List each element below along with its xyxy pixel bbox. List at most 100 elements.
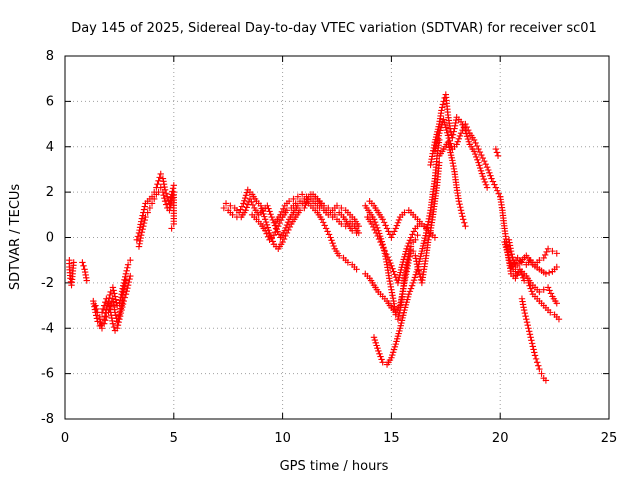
data-point-marker xyxy=(394,219,402,226)
data-point-marker xyxy=(240,200,247,207)
y-tick-label: 0 xyxy=(46,231,54,246)
data-point-marker xyxy=(476,148,484,156)
data-point-marker xyxy=(506,257,514,264)
data-point-marker xyxy=(405,291,413,298)
data-point-marker xyxy=(404,242,411,250)
data-point-marker xyxy=(389,265,396,272)
data-point-marker xyxy=(393,222,401,229)
data-point-marker xyxy=(338,204,345,212)
data-point-marker xyxy=(238,203,246,210)
data-point-marker xyxy=(159,188,167,196)
data-point-marker xyxy=(485,166,492,174)
data-point-marker xyxy=(372,229,380,237)
data-point-marker xyxy=(164,193,171,200)
data-point-marker xyxy=(406,288,414,295)
data-point-marker xyxy=(413,268,420,276)
data-point-marker xyxy=(124,281,132,289)
data-point-marker xyxy=(280,205,287,212)
data-point-marker xyxy=(121,276,128,284)
data-point-marker xyxy=(349,227,356,234)
data-point-marker xyxy=(445,134,453,142)
data-point-marker xyxy=(114,318,121,325)
data-point-marker xyxy=(368,220,376,228)
data-point-marker xyxy=(547,309,554,316)
data-point-marker xyxy=(241,194,249,202)
data-point-marker xyxy=(338,220,345,228)
data-point-marker xyxy=(98,309,106,316)
data-point-marker xyxy=(475,145,482,153)
data-point-marker xyxy=(547,290,555,297)
data-point-marker xyxy=(514,270,521,277)
y-tick-label: -2 xyxy=(41,276,54,291)
data-point-marker xyxy=(462,222,469,230)
data-point-marker xyxy=(527,334,534,341)
data-point-marker xyxy=(553,300,560,307)
tick-layer: 0 5 10 15 20 25 -8 -6 -4 -2 0 2 4 6 8 xyxy=(41,49,617,446)
data-point-marker xyxy=(333,202,341,209)
data-point-marker xyxy=(540,254,547,262)
data-point-marker xyxy=(169,188,176,195)
data-point-marker xyxy=(268,213,275,221)
data-point-marker xyxy=(372,339,379,346)
data-point-marker xyxy=(528,337,535,344)
data-point-marker xyxy=(142,213,149,221)
data-point-marker xyxy=(457,118,465,125)
data-point-marker xyxy=(161,194,168,202)
data-point-marker xyxy=(122,277,130,284)
data-point-marker xyxy=(296,207,304,214)
data-point-marker xyxy=(327,234,334,241)
data-point-marker xyxy=(237,206,244,213)
data-point-marker xyxy=(457,204,464,211)
data-point-marker xyxy=(449,131,457,138)
data-point-marker xyxy=(479,173,486,180)
data-point-marker xyxy=(376,350,383,357)
data-point-marker xyxy=(125,278,133,286)
data-point-marker xyxy=(154,180,161,188)
data-point-marker xyxy=(457,207,465,214)
data-point-marker xyxy=(355,222,362,230)
data-point-marker xyxy=(454,138,461,145)
data-point-marker xyxy=(390,268,397,275)
data-point-marker xyxy=(93,315,101,322)
data-point-marker xyxy=(523,315,530,323)
data-point-marker xyxy=(110,287,117,294)
data-point-marker xyxy=(392,311,399,318)
data-point-marker xyxy=(127,272,134,280)
data-point-marker xyxy=(269,216,277,224)
data-point-marker xyxy=(261,227,269,234)
x-tick-label: 5 xyxy=(170,431,178,446)
data-point-marker xyxy=(222,200,230,207)
data-point-marker xyxy=(302,201,309,209)
data-point-marker xyxy=(122,273,129,281)
data-point-marker xyxy=(353,229,360,237)
data-point-marker xyxy=(117,305,125,312)
data-point-marker xyxy=(285,226,292,234)
data-point-marker xyxy=(331,211,339,219)
data-point-marker xyxy=(379,216,386,223)
data-point-marker xyxy=(100,320,108,327)
data-point-marker xyxy=(392,225,399,232)
data-point-marker xyxy=(375,235,383,243)
data-point-marker xyxy=(389,351,396,359)
data-point-marker xyxy=(168,225,175,232)
data-point-marker xyxy=(383,225,391,232)
data-point-marker xyxy=(166,204,174,211)
data-point-marker xyxy=(102,317,109,324)
data-point-marker xyxy=(410,228,418,235)
data-point-marker xyxy=(476,164,484,172)
data-point-marker xyxy=(265,205,272,212)
data-point-marker xyxy=(261,213,268,220)
data-point-marker xyxy=(555,315,563,323)
data-point-marker xyxy=(481,178,489,186)
data-point-marker xyxy=(406,237,414,244)
y-tick-label: -8 xyxy=(41,412,54,427)
data-point-marker xyxy=(508,250,516,258)
data-point-marker xyxy=(140,206,148,213)
data-point-marker xyxy=(320,219,327,226)
data-point-marker xyxy=(141,216,148,224)
data-point-marker xyxy=(383,250,390,258)
data-point-marker xyxy=(111,309,119,316)
data-point-marker xyxy=(107,302,114,309)
x-tick-label: 0 xyxy=(61,431,69,446)
